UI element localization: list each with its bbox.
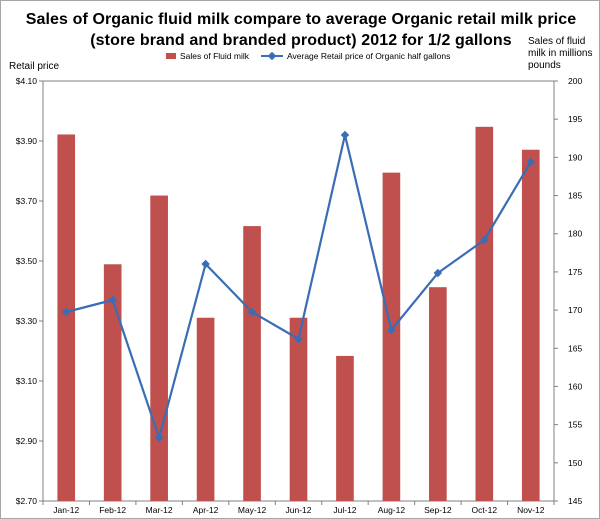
price-point (247, 307, 257, 317)
legend-item-sales: Sales of Fluid milk (166, 51, 249, 61)
x-axis-tick-label: May-12 (238, 505, 267, 515)
right-axis-title-line: pounds (528, 60, 561, 71)
x-axis-tick-label: Jan-12 (53, 505, 79, 515)
price-point (201, 259, 210, 269)
right-axis-tick-label: 195 (568, 114, 582, 124)
left-axis-tick-label: $2.70 (16, 496, 38, 506)
sales-bar (475, 126, 494, 502)
left-axis-tick-label: $3.50 (16, 256, 38, 266)
left-axis-tick-label: $4.10 (16, 76, 38, 86)
price-point (480, 235, 489, 245)
chart-title-line-1: Sales of Organic fluid milk compare to a… (25, 11, 577, 28)
chart-legend: Sales of Fluid milk Average Retail price… (1, 51, 600, 65)
sales-bar (196, 317, 215, 501)
price-point (61, 307, 71, 317)
sales-bar (382, 172, 401, 502)
legend-line-swatch (261, 52, 283, 60)
x-axis-tick-label: Jun-12 (286, 505, 312, 515)
right-axis-tick-label: 165 (568, 343, 582, 353)
sales-bar (243, 226, 261, 501)
x-axis-tick-label: Oct-12 (472, 505, 498, 515)
x-axis-tick-label: Aug-12 (378, 505, 406, 515)
right-axis-tick-label: 180 (568, 229, 582, 239)
sales-bar (336, 355, 354, 501)
price-point (108, 295, 117, 305)
right-axis-tick-label: 190 (568, 152, 582, 162)
left-axis-tick-label: $3.90 (16, 136, 38, 146)
legend-label-sales: Sales of Fluid milk (180, 51, 249, 61)
price-point (340, 130, 350, 140)
left-axis-tick-label: $3.70 (16, 196, 38, 206)
sales-bar (57, 134, 76, 502)
price-point (154, 433, 164, 443)
legend-label-price: Average Retail price of Organic half gal… (287, 51, 451, 61)
x-axis-tick-label: Apr-12 (193, 505, 219, 515)
right-axis-tick-label: 200 (568, 76, 582, 86)
x-axis-tick-label: Feb-12 (99, 505, 126, 515)
right-axis-tick-label: 170 (568, 305, 582, 315)
right-axis-tick-label: 145 (568, 496, 582, 506)
sales-bar (429, 287, 447, 501)
sales-bar (289, 317, 308, 501)
sales-bar (150, 195, 168, 501)
x-axis-tick-label: Mar-12 (146, 505, 173, 515)
x-axis-tick-label: Jul-12 (333, 505, 356, 515)
right-axis-tick-label: 185 (568, 191, 582, 201)
sales-bar (103, 264, 122, 501)
chart-title-line-2: (store brand and branded product) 2012 f… (90, 32, 512, 49)
right-axis-tick-label: 160 (568, 381, 582, 391)
legend-bar-swatch (166, 53, 176, 59)
sales-bar (521, 149, 540, 501)
price-point (294, 334, 303, 344)
left-axis-tick-label: $2.90 (16, 436, 38, 446)
right-axis-tick-label: 155 (568, 420, 582, 430)
left-axis-tick-label: $3.30 (16, 316, 38, 326)
x-axis-tick-label: Sep-12 (424, 505, 452, 515)
right-axis-tick-label: 150 (568, 458, 582, 468)
right-axis-tick-label: 175 (568, 267, 582, 277)
price-point (387, 325, 396, 335)
right-axis-title: Sales of fluid milk in millions pounds (528, 36, 598, 72)
legend-item-price: Average Retail price of Organic half gal… (261, 51, 450, 61)
left-axis-title: Retail price (9, 61, 60, 72)
price-point (433, 268, 443, 278)
right-axis-title-line: milk in millions (528, 48, 593, 59)
left-axis-tick-label: $3.10 (16, 376, 38, 386)
x-axis-tick-label: Nov-12 (517, 505, 545, 515)
right-axis-title-line: Sales of fluid (528, 36, 586, 47)
